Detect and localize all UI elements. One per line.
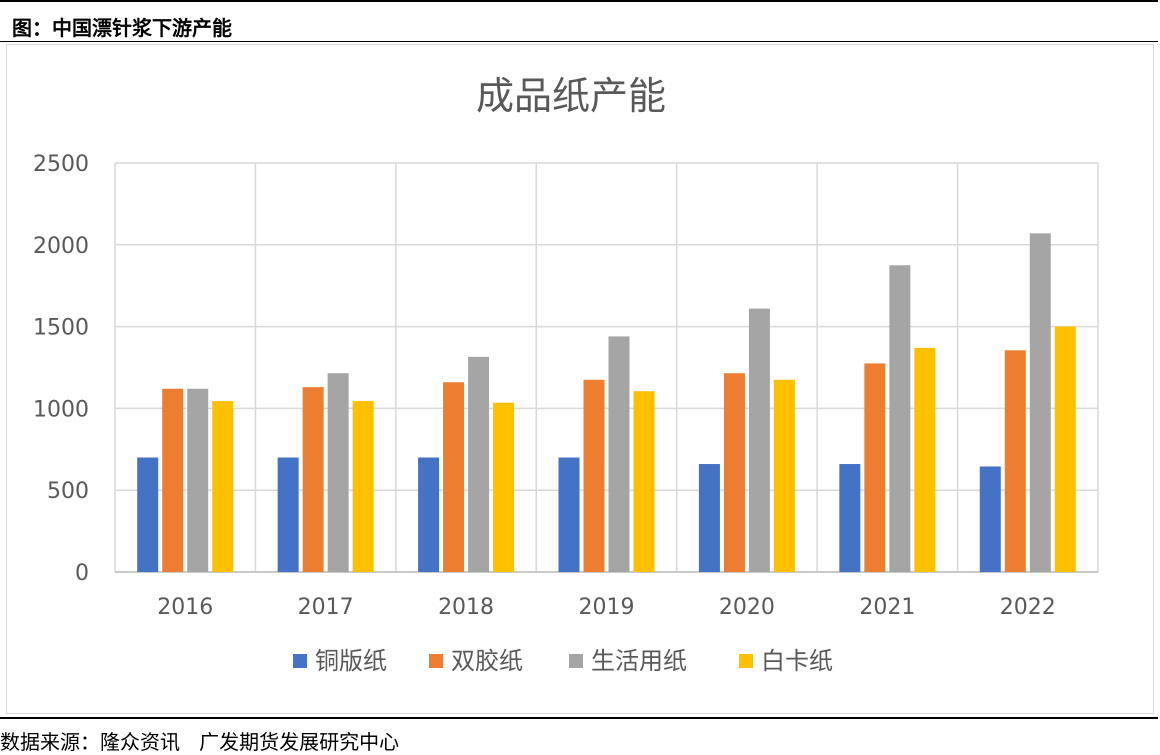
y-tick-labels: 0 500 1000 1500 2000 2500 bbox=[33, 152, 89, 586]
bar bbox=[187, 388, 209, 572]
x-tick-label: 2018 bbox=[438, 595, 494, 620]
legend-swatch bbox=[429, 654, 443, 668]
footer-rule bbox=[0, 717, 1158, 719]
source-note: 数据来源：隆众资讯 广发期货发展研究中心 bbox=[0, 730, 400, 754]
figure-header: 图：中国漂针浆下游产能 bbox=[0, 0, 1158, 42]
legend-label: 白卡纸 bbox=[761, 647, 833, 675]
bar bbox=[583, 379, 605, 572]
legend-label: 生活用纸 bbox=[591, 647, 687, 675]
bar-chart: 0 500 1000 1500 2000 2500 2016 2017 2018 2019 202… bbox=[33, 74, 1099, 675]
bar bbox=[352, 401, 374, 572]
x-tick-label: 2021 bbox=[859, 595, 915, 620]
bar bbox=[748, 308, 770, 572]
legend-label: 铜版纸 bbox=[315, 647, 387, 675]
bar bbox=[302, 387, 324, 572]
chart-title: 成品纸产能 bbox=[476, 74, 666, 118]
legend-swatch bbox=[569, 654, 583, 668]
x-tick-label: 2016 bbox=[157, 595, 213, 620]
bar bbox=[137, 457, 159, 572]
legend-label: 双胶纸 bbox=[451, 647, 523, 675]
bar bbox=[914, 347, 936, 572]
y-tick-label: 2000 bbox=[33, 234, 89, 259]
bar bbox=[162, 388, 184, 572]
bar bbox=[1029, 233, 1051, 572]
x-tick-label: 2017 bbox=[298, 595, 354, 620]
figure-caption: 图：中国漂针浆下游产能 bbox=[12, 16, 232, 40]
bar bbox=[212, 401, 234, 572]
bar bbox=[327, 373, 349, 572]
y-tick-label: 1500 bbox=[33, 316, 89, 341]
bar bbox=[608, 336, 630, 572]
bar bbox=[864, 363, 886, 572]
y-tick-label: 0 bbox=[75, 561, 89, 586]
y-tick-label: 1000 bbox=[33, 397, 89, 422]
bar bbox=[558, 457, 580, 572]
x-tick-label: 2019 bbox=[579, 595, 635, 620]
bar bbox=[468, 356, 490, 572]
bar bbox=[773, 379, 795, 572]
bar bbox=[277, 457, 299, 572]
bar bbox=[418, 457, 440, 572]
bar bbox=[1054, 326, 1076, 572]
bar bbox=[1004, 350, 1026, 572]
x-tick-labels: 2016 2017 2018 2019 2020 2021 2022 bbox=[157, 595, 1056, 620]
y-tick-label: 500 bbox=[47, 479, 89, 504]
bar bbox=[443, 382, 465, 572]
bar bbox=[889, 265, 911, 572]
legend-swatch bbox=[739, 654, 753, 668]
bar bbox=[698, 464, 720, 572]
bar bbox=[839, 464, 861, 572]
chart-frame: 0 500 1000 1500 2000 2500 2016 2017 2018 2019 202… bbox=[6, 44, 1154, 714]
bar bbox=[723, 373, 745, 572]
x-tick-label: 2022 bbox=[1000, 595, 1056, 620]
bars bbox=[137, 233, 1076, 572]
grid-lines bbox=[114, 162, 1099, 573]
bar bbox=[493, 402, 515, 572]
legend: 铜版纸 双胶纸 生活用纸 白卡纸 bbox=[293, 647, 833, 675]
x-tick-label: 2020 bbox=[719, 595, 775, 620]
legend-swatch bbox=[293, 654, 307, 668]
bar bbox=[633, 391, 655, 572]
bar bbox=[979, 466, 1001, 572]
y-tick-label: 2500 bbox=[33, 152, 89, 177]
